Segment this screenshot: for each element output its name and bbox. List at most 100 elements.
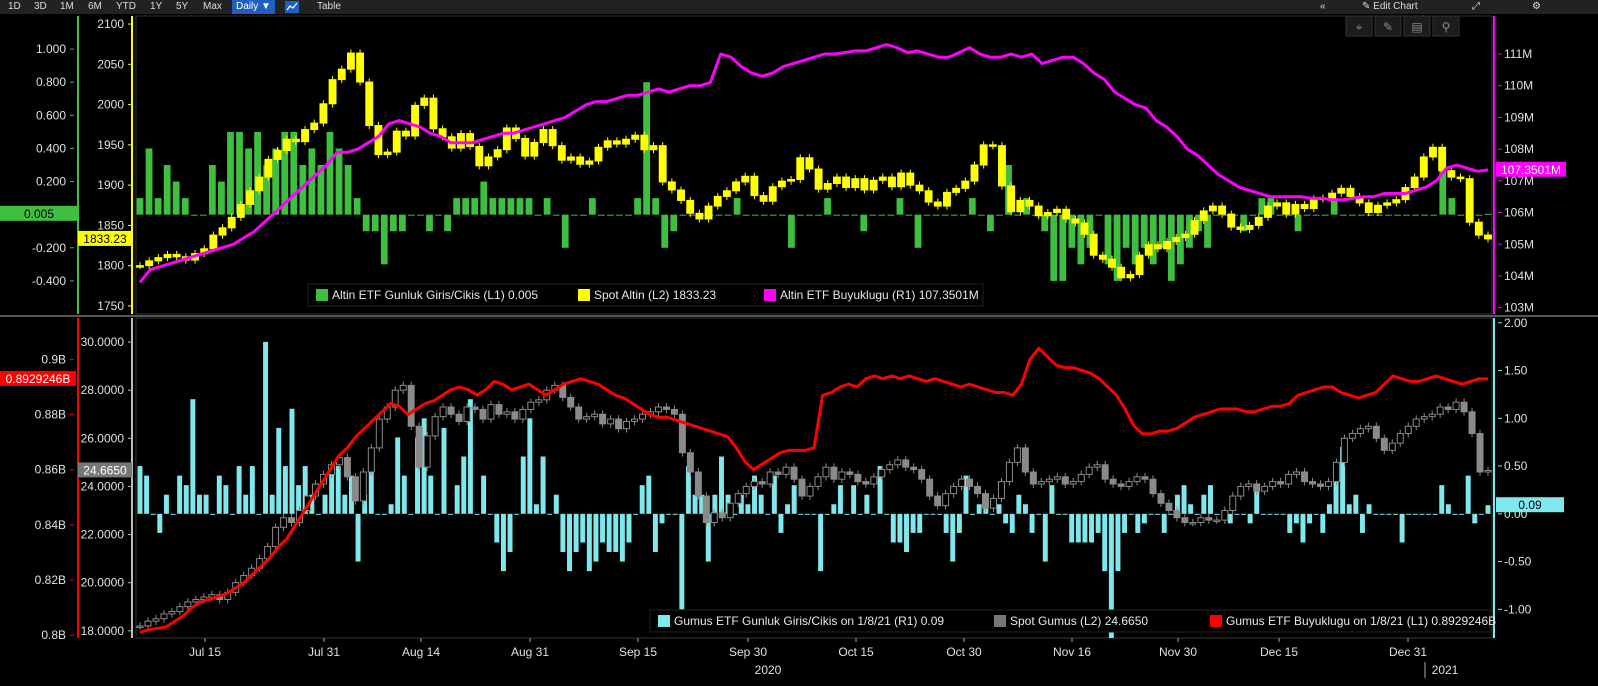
gold-price-candle <box>1392 199 1401 204</box>
gold-etf-flow-bar <box>932 214 940 216</box>
gold-price-candle <box>530 141 539 157</box>
silver-price-candle <box>1173 509 1181 519</box>
save-icon[interactable]: ▤ <box>1403 15 1431 37</box>
silver-price-candle <box>503 411 511 415</box>
gold-price-candle <box>539 129 548 143</box>
gold-etf-flow-bar <box>679 214 687 216</box>
edit-chart-button[interactable]: ✎ Edit Chart <box>1362 1 1418 12</box>
range-button[interactable]: 1D <box>8 1 21 12</box>
gold-price-candle <box>897 172 906 188</box>
range-button[interactable]: 1Y <box>150 1 163 12</box>
gold-etf-flow-bar <box>389 214 397 232</box>
collapse-icon[interactable]: « <box>1320 1 1326 12</box>
gear-icon[interactable]: ⚙ <box>1532 1 1541 12</box>
silver-price-candle <box>814 476 822 487</box>
range-button[interactable]: 6M <box>88 1 102 12</box>
silver-price-candle <box>1348 432 1356 439</box>
silver-etf-flow-bar <box>467 399 473 514</box>
gold-price-candle <box>1025 199 1034 207</box>
silver-etf-flow-bar <box>315 513 321 515</box>
lower-price-tick-label: 26.0000 <box>81 431 125 445</box>
table-button[interactable]: Table <box>317 1 341 12</box>
silver-etf-flow-bar <box>904 513 909 553</box>
range-button[interactable]: YTD <box>116 1 136 12</box>
gold-etf-flow-bar <box>1149 214 1157 265</box>
silver-etf-flow-bar <box>1313 513 1319 515</box>
x-tick-label: Nov 16 <box>1053 645 1091 659</box>
silver-etf-flow-bar <box>732 513 738 515</box>
upper-legend-box <box>307 283 984 307</box>
silver-etf-flow-bar <box>196 494 202 514</box>
silver-price-candle <box>1125 481 1133 487</box>
range-button[interactable]: 3D <box>34 1 47 12</box>
gold-etf-flow-bar <box>417 214 424 216</box>
silver-etf-flow-bar <box>692 494 698 514</box>
gold-price-candle <box>1383 202 1392 206</box>
silver-etf-flow-bar <box>1075 513 1081 543</box>
silver-etf-flow-bar <box>223 485 229 514</box>
gold-etf-flow-bar <box>444 214 451 232</box>
gold-etf-flow-bar <box>996 214 1003 216</box>
silver-etf-flow-bar <box>448 513 454 515</box>
gold-price-candle <box>777 180 786 188</box>
silver-price-candle <box>1245 483 1253 487</box>
period-dropdown[interactable]: Daily ▼ <box>232 0 275 14</box>
gold-price-candle <box>1071 218 1080 224</box>
expand-icon[interactable]: ⤢ <box>1472 1 1480 12</box>
pencil-icon[interactable]: ✎ <box>1374 15 1402 37</box>
silver-price-candle <box>415 425 423 468</box>
gold-etf-flow-bar <box>1339 214 1347 216</box>
silver-price-candle <box>455 413 463 422</box>
silver-etf-flow-bar <box>1141 513 1147 524</box>
zoom-icon[interactable]: ⚲ <box>1432 15 1460 37</box>
crosshair-icon[interactable]: ⌖ <box>1345 15 1373 37</box>
gold-price-candle <box>218 227 227 236</box>
range-button[interactable]: Max <box>203 1 222 12</box>
upper-size-tick-label: 106M <box>1504 206 1534 220</box>
gold-price-candle <box>209 234 218 250</box>
silver-etf-flow-bar <box>719 456 724 514</box>
crosshair-icon-glyph: ⌖ <box>1356 20 1363 34</box>
silver-etf-flow-bar <box>289 408 295 514</box>
silver-etf-flow-bar <box>335 466 341 514</box>
silver-etf-flow-bar <box>910 513 916 533</box>
x-tick-label: Sep 15 <box>619 645 657 659</box>
gold-price-candle <box>1245 224 1254 230</box>
silver-etf-flow-bar <box>388 504 394 514</box>
silver-price-candle <box>1189 522 1197 525</box>
silver-price-candle <box>1141 476 1149 480</box>
silver-etf-flow-bar <box>1406 513 1412 515</box>
silver-etf-flow-bar <box>520 456 526 514</box>
silver-price-candle <box>1388 442 1396 451</box>
gold-etf-flow-bar <box>625 214 632 216</box>
range-button[interactable]: 5Y <box>176 1 189 12</box>
gold-etf-flow-bar <box>299 165 307 215</box>
line-chart-icon[interactable] <box>284 0 300 14</box>
silver-price-candle <box>1101 464 1109 480</box>
silver-price-candle <box>1165 502 1173 511</box>
lower-price-tick-label: 24.0000 <box>81 479 125 493</box>
silver-etf-flow-bar <box>1373 513 1379 515</box>
x-tick-label: Jul 15 <box>189 645 221 659</box>
silver-price-candle <box>934 495 942 507</box>
silver-etf-flow-bar <box>831 504 837 514</box>
silver-etf-flow-bar <box>461 456 467 514</box>
gold-price-candle <box>1163 241 1171 250</box>
gold-price-candle <box>1410 176 1419 189</box>
gold-price-candle <box>842 176 851 189</box>
silver-etf-flow-bar <box>877 466 883 514</box>
silver-price-candle <box>519 408 527 420</box>
pencil-icon-button <box>1374 15 1402 37</box>
silver-price-candle <box>942 493 950 507</box>
gold-etf-flow-bar <box>154 198 162 215</box>
gold-etf-flow-bar <box>1041 214 1049 232</box>
gold-price-candle <box>163 253 172 259</box>
silver-etf-flow-bar <box>514 513 520 515</box>
silver-price-candle <box>1428 413 1436 418</box>
silver-etf-flow-bar <box>355 513 361 562</box>
silver-etf-flow-bar <box>778 513 784 533</box>
range-button[interactable]: 1M <box>60 1 74 12</box>
silver-etf-flow-bar <box>500 513 506 572</box>
silver-etf-flow-bar <box>646 475 652 514</box>
silver-etf-flow-bar <box>1095 513 1101 533</box>
